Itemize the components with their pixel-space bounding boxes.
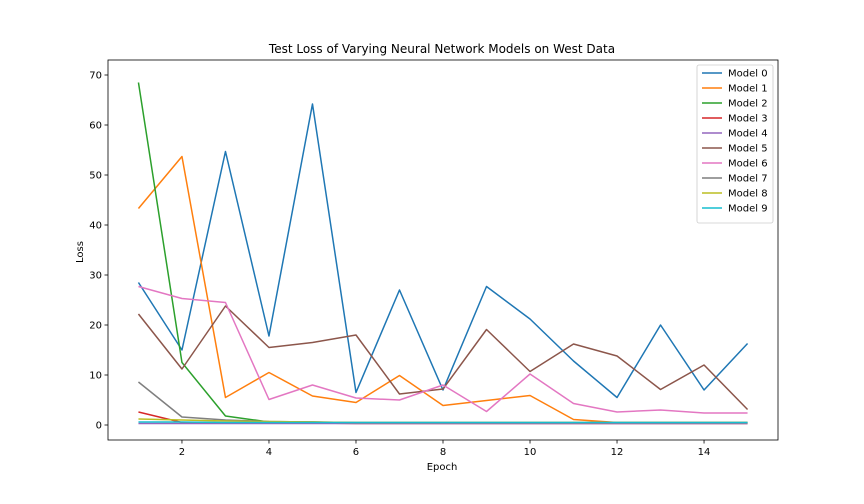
legend-box [696, 64, 774, 224]
legend-label-model-9: Model 9 [728, 204, 768, 215]
y-tick-label: 50 [89, 171, 102, 182]
legend-label-model-8: Model 8 [728, 189, 768, 200]
series-line-model-6 [138, 285, 748, 414]
series-line-model-5 [137, 305, 749, 411]
y-axis-label: Loss [75, 241, 86, 263]
legend-label-model-0: Model 0 [728, 69, 768, 80]
series-line-model-2 [137, 82, 748, 424]
legend-label-model-3: Model 3 [728, 114, 768, 125]
y-tick-label: 40 [89, 221, 102, 232]
legend-label-model-7: Model 7 [728, 174, 768, 185]
x-tick-label: 6 [353, 447, 359, 458]
legend-label-model-2: Model 2 [728, 99, 768, 110]
x-tick-label: 10 [524, 447, 537, 458]
chart-title: Test Loss of Varying Neural Network Mode… [268, 42, 615, 56]
legend-label-model-6: Model 6 [728, 159, 768, 170]
legend: Model 0 Model 1 Model 2 Model 3 Model 4 Model… [696, 64, 774, 224]
y-tick-label: 70 [89, 71, 102, 82]
legend-label-model-4: Model 4 [728, 129, 768, 140]
y-tick-label: 20 [89, 321, 102, 332]
y-tick-label: 30 [89, 271, 102, 282]
y-tick-label: 10 [89, 371, 102, 382]
y-tick-label: 60 [89, 121, 102, 132]
y-tick-label: 0 [96, 421, 102, 432]
axes-frame [107, 59, 779, 441]
series-line-model-0 [137, 103, 749, 399]
plot-area: 2 4 6 8 10 12 14 0 10 20 30 40 50 60 70 [89, 59, 779, 458]
x-tick-label: 8 [440, 447, 446, 458]
legend-label-model-1: Model 1 [728, 84, 768, 95]
series-line-model-1 [137, 155, 748, 424]
x-tick-label: 12 [611, 447, 624, 458]
x-tick-label: 14 [698, 447, 711, 458]
x-tick-label: 4 [266, 447, 272, 458]
x-tick-label: 2 [179, 447, 185, 458]
x-axis-label: Epoch [427, 462, 458, 473]
legend-label-model-5: Model 5 [728, 144, 768, 155]
series-line-model-9 [138, 421, 748, 424]
